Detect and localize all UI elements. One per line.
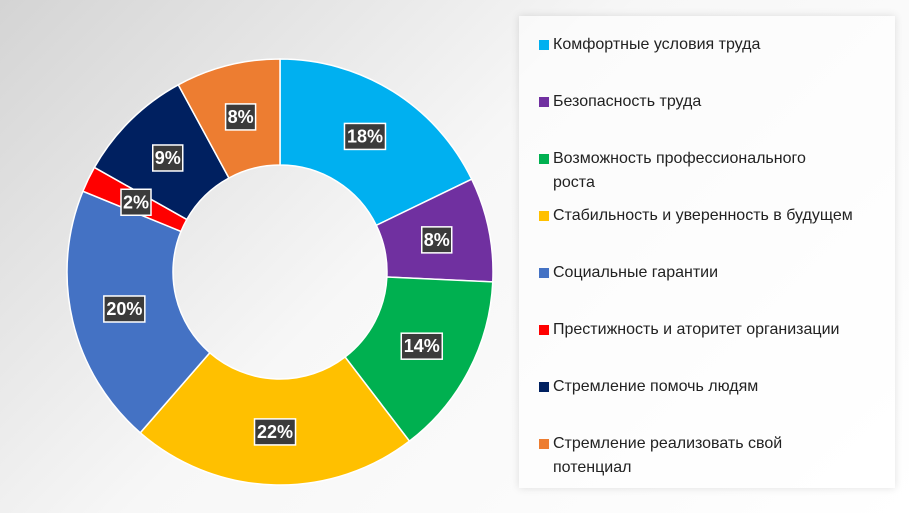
data-label-text: 2% [123,192,149,212]
data-label-box [103,295,146,323]
legend-item-1: Комфортные условия труда [539,33,889,57]
data-label-box [151,144,184,172]
legend-label: Возможность профессионального [553,150,806,167]
data-label-box [343,122,387,151]
legend-label: Стабильность и уверенность в будущем [553,207,853,224]
data-label-5: 20% [103,295,146,323]
legend-swatch [539,439,549,449]
legend-item-7: Стремление помочь людям [539,375,889,399]
data-label-7: 9% [151,144,184,172]
legend-swatch [539,382,549,392]
data-label-text: 14% [404,336,440,356]
legend-item-2: Безопасность труда [539,90,889,114]
data-label-1: 18% [343,122,387,151]
data-label-3: 14% [400,332,444,360]
legend-label: Стремление реализовать свой [553,435,783,452]
legend-swatch [539,211,549,221]
legend-item-3: Возможность профессионального роста [539,147,889,195]
legend-label: потенциал [553,459,632,476]
legend-label: Престижность и аторитет организации [553,321,840,338]
data-label-text: 9% [155,148,181,168]
data-label-box [420,226,453,254]
data-label-text: 22% [257,422,293,442]
data-label-box [400,332,444,360]
legend-item-6: Престижность и аторитет организации [539,318,889,342]
legend-swatch [539,40,549,50]
legend: Комфортные условия труда Безопасность тру… [519,16,895,488]
data-label-box [120,188,152,217]
legend-item-5: Социальные гарантии [539,261,889,285]
data-label-text: 20% [106,299,142,319]
legend-swatch [539,154,549,164]
legend-label: Безопасность труда [553,93,702,110]
legend-swatch [539,268,549,278]
data-label-4: 22% [253,418,297,446]
data-label-text: 8% [424,230,450,250]
legend-label: роста [553,174,595,191]
data-label-6: 2% [120,188,152,217]
data-label-box [224,103,257,131]
legend-swatch [539,97,549,107]
legend-swatch [539,325,549,335]
data-label-text: 8% [228,107,254,127]
data-label-2: 8% [420,226,453,254]
legend-item-4: Стабильность и уверенность в будущем [539,204,889,228]
legend-item-8: Стремление реализовать свой потенциал [539,432,889,480]
legend-label: Комфортные условия труда [553,36,761,53]
data-label-box [253,418,297,446]
legend-label: Социальные гарантии [553,264,719,281]
data-label-text: 18% [347,126,383,146]
data-label-8: 8% [224,103,257,131]
legend-label: Стремление помочь людям [553,378,759,395]
